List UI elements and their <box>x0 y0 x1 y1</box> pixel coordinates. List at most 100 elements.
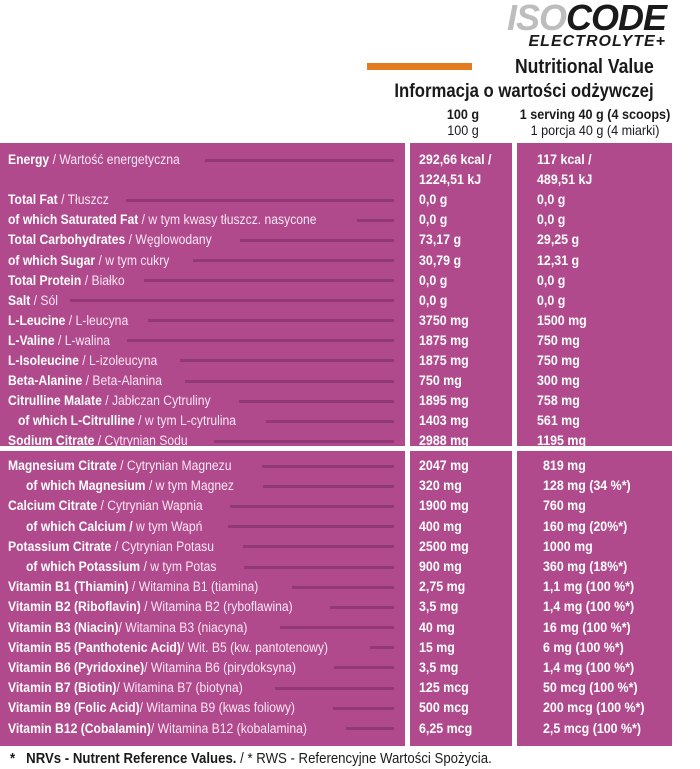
nutrient-label: of which L-Citrulline / w tym L-cytrulin… <box>18 411 236 431</box>
nutrient-label: Vitamin B3 (Niacin)/ Witamina B3 (niacyn… <box>8 618 247 638</box>
nutrient-label: L-Valine / L-walina <box>8 331 110 351</box>
section1-serving: 117 kcal / 489,51 kJ 0,0 g 0,0 g 29,25 g 12,3… <box>537 150 677 451</box>
nutrient-label: L-Leucine / L-leucyna <box>8 311 128 331</box>
nutrient-row: Magnesium Citrate / Cytrynian Magnezu <box>8 456 396 476</box>
per100-value: 1895 mg <box>419 393 469 409</box>
section1-per100: 292,66 kcal / 1224,51 kJ 0,0 g 0,0 g 73,17 g… <box>419 150 514 451</box>
nutrient-label: L-Isoleucine / L-izoleucyna <box>8 351 157 371</box>
nutrient-row: of which Calcium / w tym Wapń <box>8 517 396 537</box>
nutrient-label: Sodium Citrate / Cytrynian Sodu <box>8 431 188 451</box>
nutrient-row: Potassium Citrate / Cytrynian Potasu <box>8 537 396 557</box>
nutrient-label: Vitamin B2 (Riboflavin) / Witamina B2 (r… <box>8 597 293 617</box>
per100-value: 1403 mg <box>419 413 469 429</box>
leader-line <box>228 525 394 529</box>
serving-value: 1,4 mg (100 %*) <box>543 659 635 675</box>
leader-line <box>239 399 394 403</box>
nutrient-name-pl: / Witamina B7 (biotyna) <box>116 680 243 696</box>
labels-panel-2 <box>0 451 405 746</box>
nutrient-name-pl: / Cytrynian Magnezu <box>116 458 232 474</box>
serving-value: 760 mg <box>543 498 586 514</box>
nutrient-name-en: of which Calcium / <box>26 518 133 534</box>
nutrient-name-pl: / Węglowodany <box>125 232 212 248</box>
nutrient-name-en: Vitamin B5 (Panthotenic Acid) <box>8 639 181 655</box>
per100-value: 6,25 mcg <box>419 720 473 736</box>
nutrient-name-en: Calcium Citrate <box>8 498 98 514</box>
per100-value: 0,0 g <box>419 212 448 228</box>
nutrient-row: Citrulline Malate / Jabłczan Cytruliny <box>8 391 396 411</box>
nutrient-row: Sodium Citrate / Cytrynian Sodu <box>8 431 396 451</box>
header-per100-en: 100 g <box>446 106 480 122</box>
footnote-nrv: NRVs - Nutrent Reference Values. <box>26 750 237 767</box>
nutrient-row: Vitamin B9 (Folic Acid)/ Witamina B9 (kw… <box>8 698 396 718</box>
leader-line <box>147 319 394 323</box>
nutrient-label: Total Fat / Tłuszcz <box>8 190 109 210</box>
header-per100-pl: 100 g <box>447 122 479 138</box>
leader-line <box>143 279 394 283</box>
nutrient-label: Vitamin B7 (Biotin)/ Witamina B7 (biotyn… <box>8 678 243 698</box>
nutrient-label: Salt / Sól <box>8 291 58 311</box>
nutrient-name-en: Beta-Alanine <box>8 373 83 389</box>
section2-labels: Magnesium Citrate / Cytrynian Magnezu of … <box>8 456 396 739</box>
nutrient-row: of which Sugar / w tym cukry <box>8 250 396 270</box>
serving-value: 0,0 g <box>537 272 566 288</box>
per100-value: 2988 mg <box>419 433 469 449</box>
per100-value: 1875 mg <box>419 332 469 348</box>
nutrient-label: Magnesium Citrate / Cytrynian Magnezu <box>8 456 232 476</box>
logo-subtitle: ELECTROLYTE+ <box>528 33 666 50</box>
leader-line <box>127 339 394 343</box>
leader-line <box>262 464 394 468</box>
serving-value: 300 mg <box>537 373 580 389</box>
nutrient-name-en: Magnesium Citrate <box>8 458 117 474</box>
nutrient-row: of which Saturated Fat / w tym kwasy tłu… <box>8 210 396 230</box>
nutrient-name-en: of which Saturated Fat <box>8 212 139 228</box>
leader-line <box>185 379 394 383</box>
nutrient-name-pl: / Witamina B12 (kobalamina) <box>150 720 307 736</box>
leader-line <box>332 706 394 710</box>
per100-value: 0,0 g <box>419 292 448 308</box>
nutrient-row: L-Leucine / L-leucyna <box>8 311 396 331</box>
nutrient-name-pl: / Cytrynian Sodu <box>94 433 188 449</box>
leader-line <box>126 198 394 202</box>
nutrient-label: Vitamin B12 (Cobalamin)/ Witamina B12 (k… <box>8 719 307 739</box>
nutrient-name-pl: / Jabłczan Cytruliny <box>101 393 211 409</box>
nutrient-label: of which Sugar / w tym cukry <box>8 251 169 271</box>
leader-line <box>240 238 394 242</box>
serving-value: 750 mg <box>537 352 580 368</box>
per100-value: 900 mg <box>419 559 462 575</box>
nutrient-name-pl: / w tym L-cytrulina <box>134 413 237 429</box>
per100-value: 3,5 mg <box>419 599 459 615</box>
nutrient-name-pl: / Beta-Alanina <box>82 373 162 389</box>
nutrient-name-pl: / L-leucyna <box>65 312 129 328</box>
title-pl: Informacja o wartości odżywczej <box>394 81 654 102</box>
nutrient-row: Beta-Alanine / Beta-Alanina <box>8 371 396 391</box>
nutrient-name-en: Vitamin B1 (Thiamin) <box>8 579 129 595</box>
nutrient-name-en: Citrulline Malate <box>8 393 102 409</box>
per100-value: 15 mg <box>419 639 455 655</box>
leader-line <box>213 439 394 443</box>
nutrient-row: Energy / Wartość energetyczna <box>8 150 396 170</box>
nutrient-name-pl: / Tłuszcz <box>57 192 109 208</box>
per100-value: 3,5 mg <box>419 659 459 675</box>
leader-line <box>292 585 394 589</box>
leader-line <box>179 359 394 363</box>
serving-value: 16 mg (100 %*) <box>543 619 631 635</box>
leader-line <box>274 686 394 690</box>
section2-serving: 819 mg 128 mg (34 %*) 760 mg 160 mg (20%*) 1… <box>543 456 683 739</box>
serving-value: 1,1 mg (100 %*) <box>543 579 635 595</box>
nutrient-label: Potassium Citrate / Cytrynian Potasu <box>8 537 214 557</box>
per100-value: 0,0 g <box>419 272 448 288</box>
nutrient-name-pl: / Wartość energetyczna <box>49 152 180 168</box>
serving-value: 200 mcg (100 %*) <box>543 700 645 716</box>
nutrient-row: of which L-Citrulline / w tym L-cytrulin… <box>8 411 396 431</box>
nutrient-name-en: Potassium Citrate <box>8 538 112 554</box>
section2-per100: 2047 mg 320 mg 1900 mg 400 mg 2500 mg 900 mg 2… <box>419 456 514 739</box>
per100-value: 125 mcg <box>419 680 469 696</box>
title-en: Nutritional Value <box>515 56 654 78</box>
nutrient-name-pl: / Witamina B9 (kwas foliowy) <box>139 700 295 716</box>
nutrient-row: Vitamin B7 (Biotin)/ Witamina B7 (biotyn… <box>8 678 396 698</box>
nutrient-name-pl: / w tym kwasy tłuszcz. nasycone <box>138 212 317 228</box>
nutrient-name-en: L-Isoleucine <box>8 352 79 368</box>
nutrient-name-en: of which Magnesium <box>26 478 146 494</box>
serving-value: 750 mg <box>537 332 580 348</box>
per100-value: 400 mg <box>419 518 462 534</box>
